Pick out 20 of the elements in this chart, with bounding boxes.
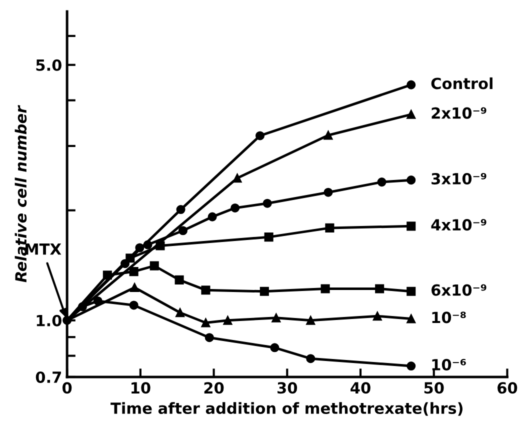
series-label: 10⁻⁸	[432, 312, 466, 324]
y-tick-label: 1.0	[36, 314, 62, 326]
series-label: 10⁻⁶	[432, 358, 466, 370]
x-tick-label: 30	[278, 382, 298, 394]
x-tick-label: 40	[350, 382, 370, 394]
series-label: 2x10⁻⁹	[432, 107, 486, 119]
y-tick-label: 5.0	[36, 59, 62, 71]
x-tick-label: 0	[62, 382, 72, 394]
annotation: MTX	[26, 244, 62, 255]
x-tick-label: 20	[204, 382, 224, 394]
series-label: Control	[431, 77, 492, 90]
y-tick-label: 0.7	[36, 371, 61, 383]
x-axis-title: Time after addition of methotrexate(hrs)	[110, 402, 462, 416]
series-label: 6x10⁻⁹	[432, 284, 486, 296]
x-tick-label: 10	[132, 382, 150, 394]
series-label: 3x10⁻⁹	[432, 172, 486, 185]
x-tick-label: 60	[498, 382, 518, 394]
x-tick-label: 50	[424, 382, 444, 394]
y-axis-title: Relative cell number	[14, 105, 27, 282]
series-label: 4x10⁻⁹	[431, 219, 486, 231]
